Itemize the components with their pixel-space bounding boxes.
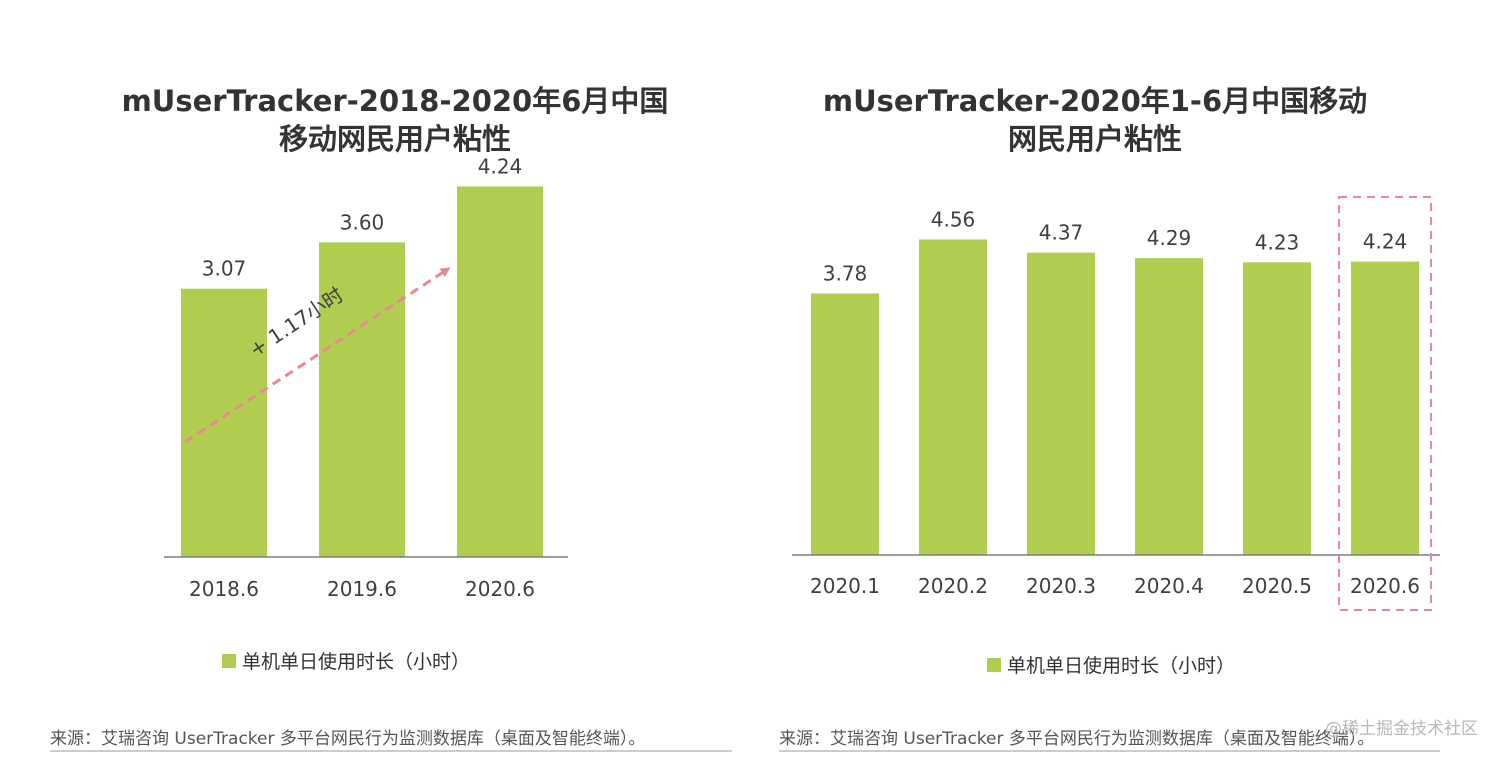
chart-left-bar-2019.6 [319, 242, 405, 558]
chart-right-x-tick-2020.6: 2020.6 [1350, 574, 1420, 598]
chart-right-bars [811, 239, 1419, 555]
chart-left-legend-label: 单机单日使用时长（小时） [242, 651, 470, 673]
chart-right-value-labels: 3.78 4.56 4.37 4.29 4.23 4.24 [823, 207, 1408, 285]
watermark: @稀土掘金技术社区 [1325, 719, 1478, 739]
chart-left-bar-2020.6 [457, 186, 543, 557]
chart-right-value-label-2020.2: 4.56 [931, 207, 976, 231]
chart-right-x-tick-2020.2: 2020.2 [918, 574, 988, 598]
chart-right-bar-2020.1 [811, 293, 879, 555]
chart-left-value-label-2020.6: 4.24 [478, 154, 523, 178]
chart-right-value-label-2020.6: 4.24 [1363, 230, 1408, 254]
chart-left-x-ticks: 2018.6 2019.6 2020.6 [189, 577, 535, 601]
chart-right-x-tick-2020.4: 2020.4 [1134, 574, 1204, 598]
chart-left-bars [181, 186, 543, 558]
chart-left-value-label-2018.6: 3.07 [202, 257, 247, 281]
growth-arrow [184, 267, 451, 444]
chart-right-bar-2020.3 [1027, 252, 1095, 555]
chart-right-x-ticks: 2020.1 2020.2 2020.3 2020.4 2020.5 2020.6 [810, 574, 1420, 598]
chart-right-value-label-2020.4: 4.29 [1147, 226, 1192, 250]
chart-left-bar-2018.6 [181, 288, 267, 557]
chart-left-title-line2: 移动网民用户粘性 [279, 122, 511, 156]
chart-right-title-line2: 网民用户粘性 [1008, 122, 1182, 156]
highlight-box [1338, 196, 1432, 611]
chart-right-value-label-2020.3: 4.37 [1039, 221, 1084, 245]
chart-left-value-label-2019.6: 3.60 [340, 210, 385, 234]
chart-right: mUserTracker-2020年1-6月中国移动 网民用户粘性 3.78 4.… [779, 84, 1440, 752]
chart-left-legend-swatch [222, 654, 236, 668]
chart-right-bar-2020.6 [1351, 261, 1419, 555]
chart-right-title-line1: mUserTracker-2020年1-6月中国移动 [823, 84, 1367, 118]
chart-right-bar-2020.5 [1243, 262, 1311, 555]
chart-right-x-tick-2020.3: 2020.3 [1026, 574, 1096, 598]
chart-left-x-tick-2018.6: 2018.6 [189, 577, 259, 601]
chart-right-source: 来源：艾瑞咨询 UserTracker 多平台网民行为监测数据库（桌面及智能终端… [779, 729, 1374, 749]
chart-left-x-tick-2020.6: 2020.6 [465, 577, 535, 601]
chart-right-x-tick-2020.5: 2020.5 [1242, 574, 1312, 598]
chart-right-value-label-2020.5: 4.23 [1255, 230, 1300, 254]
chart-right-legend-swatch [987, 658, 1001, 672]
chart-left-source: 来源：艾瑞咨询 UserTracker 多平台网民行为监测数据库（桌面及智能终端… [50, 729, 645, 749]
chart-left: mUserTracker-2018-2020年6月中国 移动网民用户粘性 3.0… [50, 84, 732, 752]
chart-right-value-label-2020.1: 3.78 [823, 261, 868, 285]
chart-right-legend-label: 单机单日使用时长（小时） [1007, 655, 1235, 677]
chart-right-bar-2020.4 [1135, 258, 1203, 555]
chart-left-value-labels: 3.07 3.60 4.24 [202, 154, 523, 280]
chart-left-x-tick-2019.6: 2019.6 [327, 577, 397, 601]
chart-right-bar-2020.2 [919, 239, 987, 555]
chart-left-title-line1: mUserTracker-2018-2020年6月中国 [122, 84, 669, 118]
chart-right-x-tick-2020.1: 2020.1 [810, 574, 880, 598]
